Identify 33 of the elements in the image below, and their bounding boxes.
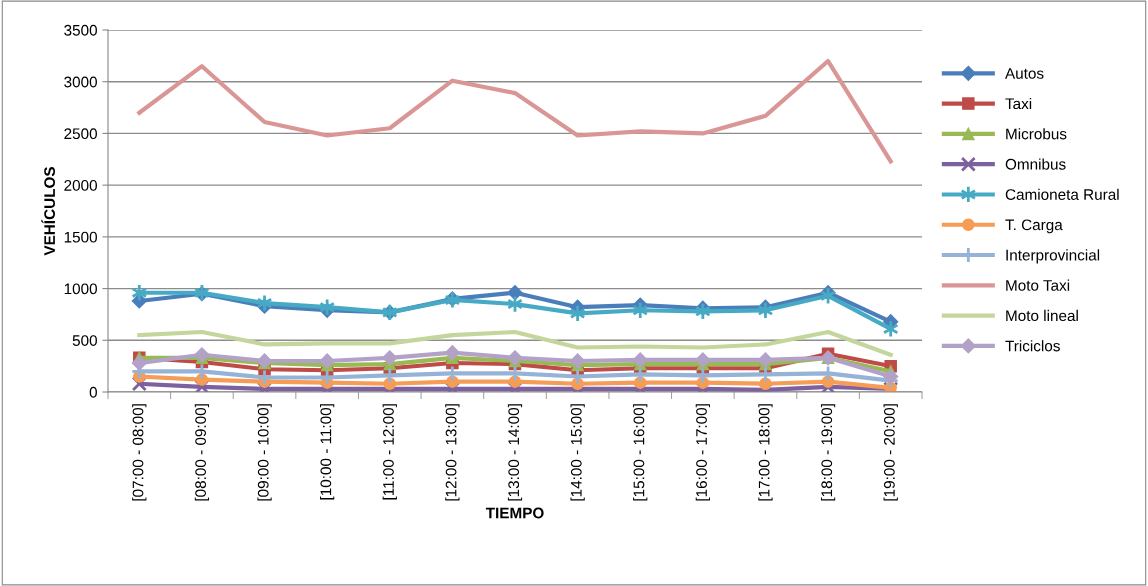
legend-label: Camioneta Rural [1005, 188, 1119, 200]
x-tick-label: [16:00 - 17:00] [695, 404, 710, 501]
x-tick-label: [07:00 - 08:00] [132, 404, 147, 501]
x-tick-label: [14:00 - 15:00] [570, 404, 585, 501]
legend-label: Autos [1005, 68, 1044, 79]
x-tick-label: [13:00 - 14:00] [507, 404, 523, 501]
legend-label: Moto lineal [1006, 309, 1078, 322]
y-tick-label: 0 [89, 386, 97, 398]
legend-label: Triciclos [1005, 340, 1060, 352]
x-tick-label: [11:00 - 12:00] [382, 404, 397, 500]
y-axis-title: VEHÍCULOS [41, 167, 56, 256]
x-tick-label: [12:00 - 13:00] [445, 404, 460, 501]
legend-label: T. Carga [1005, 219, 1063, 234]
y-tick-label: 3500 [64, 24, 97, 36]
x-tick-label: [15:00 - 16:00] [633, 404, 648, 501]
y-tick-label: 3000 [64, 76, 97, 88]
y-tick-label: 2500 [64, 128, 97, 140]
legend-label: Microbus [1006, 128, 1067, 140]
x-tick-label: [17:00 - 18:00] [758, 404, 773, 501]
legend-label: Omnibus [1005, 158, 1066, 170]
legend-label: Interprovincial [1006, 249, 1100, 264]
y-tick-label: 1000 [64, 283, 97, 295]
x-tick-label: [10:00 - 11:00] [320, 404, 335, 500]
x-tick-label: [19:00 - 20:00] [883, 404, 898, 501]
x-tick-label: [18:00 - 19:00] [820, 404, 836, 501]
x-axis-title: TIEMPO [485, 507, 544, 519]
x-tick-label: [09:00 - 10:00] [257, 404, 272, 501]
legend-label: Taxi [1005, 97, 1032, 110]
y-tick-label: 2000 [64, 180, 97, 191]
legend-label: Moto Taxi [1006, 279, 1070, 291]
y-tick-label: 500 [72, 335, 97, 346]
x-tick-label: [08:00 - 09:00] [194, 404, 210, 501]
y-tick-label: 1500 [64, 231, 97, 243]
